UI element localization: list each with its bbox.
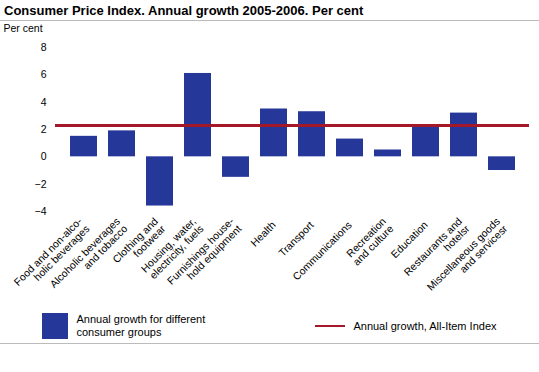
svg-text:6: 6 xyxy=(41,68,47,80)
svg-text:8: 8 xyxy=(41,41,47,53)
svg-text:Miscellaneous goodsand service: Miscellaneous goodsand servicesr xyxy=(424,215,510,301)
svg-text:−2: −2 xyxy=(35,178,47,190)
svg-text:4: 4 xyxy=(41,96,47,108)
svg-text:−4: −4 xyxy=(35,205,47,217)
svg-text:2: 2 xyxy=(41,123,47,135)
svg-text:Transport: Transport xyxy=(276,219,316,259)
svg-text:Health: Health xyxy=(248,219,278,249)
svg-text:Furnishings house-hold equipme: Furnishings house-hold equipment xyxy=(164,215,243,294)
svg-text:0: 0 xyxy=(41,150,47,162)
svg-text:Per cent: Per cent xyxy=(4,22,43,34)
svg-text:Recreationand culture: Recreationand culture xyxy=(343,215,396,268)
